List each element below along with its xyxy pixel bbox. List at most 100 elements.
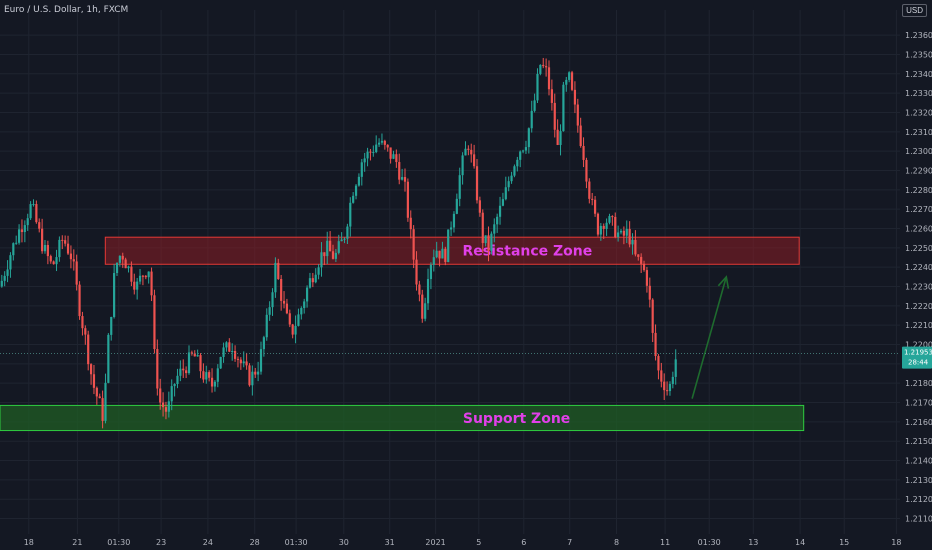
candle-body bbox=[473, 154, 476, 167]
candle-body bbox=[438, 250, 441, 259]
candle-body bbox=[366, 151, 369, 159]
candle-body bbox=[426, 279, 430, 304]
currency-badge[interactable]: USD bbox=[902, 4, 927, 17]
candle-body bbox=[75, 261, 78, 285]
candle-body bbox=[15, 242, 18, 244]
trend-arrow-head bbox=[717, 275, 730, 289]
y-tick-label: 1.21700 bbox=[905, 399, 932, 408]
candle-body bbox=[568, 72, 571, 80]
y-tick-label: 1.23100 bbox=[905, 128, 932, 137]
candle-body bbox=[585, 159, 588, 182]
candle-body bbox=[510, 175, 513, 182]
candle-body bbox=[118, 255, 121, 263]
candle-body bbox=[314, 274, 317, 283]
candle-body bbox=[262, 337, 265, 350]
candle-body bbox=[265, 314, 268, 338]
x-tick-label: 14 bbox=[795, 538, 805, 547]
candle-body bbox=[398, 162, 401, 180]
candle-body bbox=[228, 342, 231, 352]
arrow-layer bbox=[691, 275, 730, 399]
candle-body bbox=[259, 349, 263, 372]
y-tick-label: 1.22100 bbox=[905, 321, 932, 330]
candle-body bbox=[619, 230, 623, 233]
y-tick-label: 1.23400 bbox=[905, 70, 932, 79]
candle-body bbox=[245, 361, 248, 366]
candle-body bbox=[58, 239, 61, 258]
y-axis-background bbox=[900, 0, 932, 550]
support-zone-label: Support Zone bbox=[463, 411, 570, 427]
candle-body bbox=[481, 212, 484, 244]
candle-body bbox=[89, 364, 93, 375]
y-tick-label: 1.21400 bbox=[905, 457, 932, 466]
candle-body bbox=[277, 262, 280, 279]
candle-body bbox=[401, 177, 404, 180]
candle-body bbox=[173, 384, 176, 387]
candle-body bbox=[66, 243, 70, 254]
candle-body bbox=[225, 342, 228, 348]
candle-body bbox=[611, 216, 614, 218]
y-tick-label: 1.22700 bbox=[905, 205, 932, 214]
x-tick-label: 5 bbox=[476, 538, 481, 547]
candle-body bbox=[274, 262, 277, 293]
candle-body bbox=[383, 140, 386, 145]
candle-body bbox=[308, 278, 312, 288]
candle-body bbox=[29, 204, 32, 219]
y-tick-label: 1.21800 bbox=[905, 379, 932, 388]
candle-body bbox=[343, 238, 346, 240]
candle-body bbox=[144, 275, 147, 278]
candle-body bbox=[539, 64, 542, 74]
trend-arrow-line bbox=[691, 276, 728, 399]
candle-body bbox=[98, 396, 101, 399]
candle-body bbox=[107, 334, 110, 383]
x-tick-label: 8 bbox=[614, 538, 619, 547]
candle-body bbox=[386, 144, 389, 148]
candle-body bbox=[115, 262, 119, 274]
candle-body bbox=[634, 239, 637, 255]
x-tick-label: 18 bbox=[24, 538, 34, 547]
candle-body bbox=[504, 187, 507, 200]
candle-body bbox=[553, 102, 556, 130]
y-tick-label: 1.23200 bbox=[905, 108, 932, 117]
candle-body bbox=[455, 198, 458, 214]
candle-body bbox=[625, 228, 628, 236]
x-tick-label: 01:30 bbox=[285, 538, 308, 547]
candle-body bbox=[210, 377, 214, 387]
candle-body bbox=[285, 303, 289, 314]
y-tick-label: 1.22800 bbox=[905, 186, 932, 195]
candle-body bbox=[84, 328, 87, 335]
candle-body bbox=[562, 84, 565, 132]
candle-body bbox=[519, 151, 522, 160]
candle-body bbox=[654, 332, 657, 357]
candle-body bbox=[628, 228, 631, 245]
candle-body bbox=[375, 144, 378, 153]
candle-body bbox=[501, 199, 505, 206]
symbol-title[interactable]: Euro / U.S. Dollar, 1h, FXCM bbox=[4, 5, 129, 15]
candle-body bbox=[52, 261, 55, 265]
candle-body bbox=[3, 275, 6, 281]
candle-body bbox=[167, 401, 170, 412]
candle-body bbox=[527, 128, 530, 148]
candle-body bbox=[496, 216, 499, 225]
candle-body bbox=[490, 233, 493, 251]
candle-body bbox=[156, 349, 159, 389]
candle-body bbox=[573, 89, 577, 105]
candle-body bbox=[357, 176, 361, 186]
candle-body bbox=[599, 225, 602, 235]
grid bbox=[0, 10, 900, 534]
candle-body bbox=[297, 314, 300, 326]
price-tag bbox=[902, 346, 932, 369]
candle-body bbox=[403, 177, 407, 182]
candle-body bbox=[190, 352, 193, 354]
candle-body bbox=[602, 225, 605, 229]
x-tick-label: 01:30 bbox=[107, 538, 130, 547]
candle-body bbox=[179, 368, 182, 376]
candle-body bbox=[153, 295, 156, 350]
support-zone bbox=[0, 404, 805, 432]
candle-body bbox=[242, 361, 245, 364]
candle-body bbox=[303, 301, 306, 309]
zones-layer: Resistance Zone Support Zone bbox=[0, 236, 805, 432]
candle-body bbox=[591, 198, 594, 200]
candles-layer bbox=[0, 57, 677, 429]
